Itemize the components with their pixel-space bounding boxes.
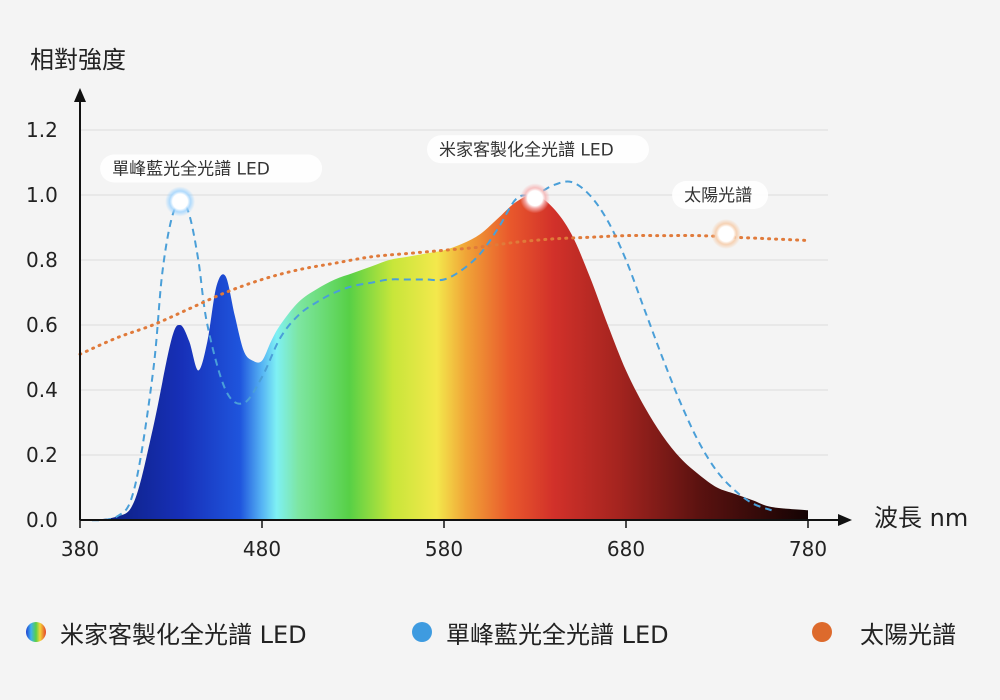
y-tick-label: 1.2: [26, 118, 58, 142]
x-tick-label: 580: [425, 537, 463, 561]
axes: [74, 88, 852, 526]
orange-dot-icon: [812, 622, 832, 642]
x-tick-label: 380: [61, 537, 99, 561]
annotation-pill: [672, 181, 769, 209]
annotation-label: 單峰藍光全光譜 LED: [112, 160, 270, 180]
rainbow-dot-icon: [26, 622, 46, 642]
annotation-pill: [100, 154, 323, 183]
x-axis-title: 波長 nm: [874, 504, 968, 532]
legend-item-sunlight: 太陽光譜: [812, 612, 956, 652]
y-axis-title: 相對強度: [30, 46, 126, 74]
legend-label-custom-led: 米家客製化全光譜 LED: [60, 620, 307, 649]
blue-dot-icon: [412, 622, 432, 642]
x-tick-label: 680: [607, 537, 645, 561]
annotations: 單峰藍光全光譜 LED 米家客製化全光譜 LED 太陽光譜: [100, 135, 769, 249]
y-axis-arrow-icon: [74, 88, 86, 102]
y-tick-label: 0.4: [26, 378, 58, 402]
x-tick-labels: 380 480 580 680 780: [61, 537, 827, 561]
annotation-pill: [427, 135, 649, 164]
legend-label-blue-peak-led: 單峰藍光全光譜 LED: [446, 620, 669, 649]
annotation-label: 米家客製化全光譜 LED: [439, 140, 614, 160]
x-tick-marks: [79, 520, 809, 528]
y-tick-label: 0.6: [26, 313, 58, 337]
legend-label-sunlight: 太陽光譜: [860, 620, 956, 649]
x-tick-label: 480: [243, 537, 281, 561]
y-tick-label: 0.0: [26, 508, 58, 532]
annotation-glow-marker: [520, 183, 550, 214]
x-tick-label: 780: [789, 537, 827, 561]
legend-item-blue-peak-led: 單峰藍光全光譜 LED: [412, 612, 669, 652]
series-area-custom-led: [80, 194, 808, 521]
annotation-glow-marker: [165, 186, 196, 217]
y-tick-label: 1.0: [26, 183, 58, 207]
annotation-label: 太陽光譜: [684, 186, 752, 206]
legend-item-custom-led: 米家客製化全光譜 LED: [26, 612, 307, 652]
x-axis-arrow-icon: [838, 514, 852, 526]
annotation-glow-marker: [711, 219, 742, 249]
y-tick-label: 0.2: [26, 443, 58, 467]
y-tick-labels: 0.0 0.2 0.4 0.6 0.8 1.0 1.2: [26, 118, 58, 532]
y-tick-label: 0.8: [26, 248, 58, 272]
